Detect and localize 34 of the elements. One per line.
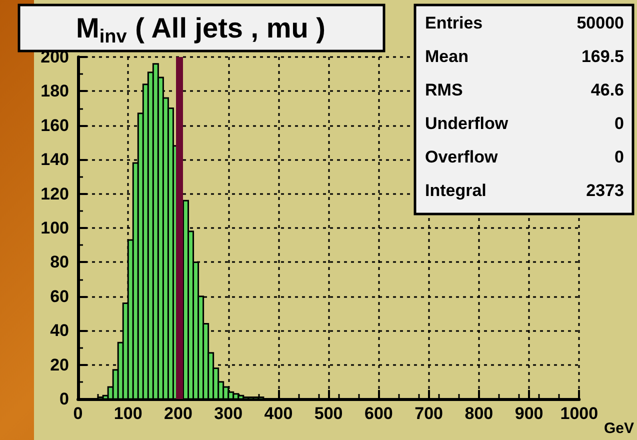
y-tick-label: 120 [40, 184, 69, 204]
text: 169.5 [581, 47, 624, 66]
y-tick-label: 140 [40, 150, 69, 170]
text: 50000 [576, 14, 624, 32]
y-tick-label: 80 [50, 252, 69, 272]
annotation: Mean [425, 47, 468, 66]
y-tick-label: 160 [40, 116, 69, 135]
x-tick-label: 1000 [560, 404, 598, 423]
x-tick-label: 100 [114, 404, 142, 423]
text: 2373 [586, 181, 624, 200]
x-tick-label: 0 [73, 404, 83, 423]
y-tick-label: 180 [40, 82, 69, 101]
x-tick-label: 400 [264, 404, 293, 423]
text: 0 [614, 148, 624, 166]
x-tick-label: 600 [364, 404, 393, 423]
annotation: RMS [425, 80, 463, 100]
y-tick-label: 0 [60, 390, 69, 408]
x-tick-label: 500 [314, 404, 343, 423]
x-tick-label: 300 [214, 404, 243, 423]
annotation: Integral [425, 181, 486, 200]
text: Entries [425, 14, 483, 32]
text: 46.6 [590, 80, 624, 100]
x-tick-label: 900 [514, 404, 544, 423]
x-tick-label: 200 [164, 404, 192, 423]
text: 0 [614, 114, 624, 133]
x-axis-title: GeV [604, 420, 634, 437]
y-tick-label: 40 [50, 321, 69, 340]
y-tick-label: 100 [40, 218, 69, 238]
x-tick-label: 700 [414, 404, 444, 423]
y-tick-label: 60 [50, 286, 69, 306]
annotation: Overflow [425, 148, 499, 166]
y-tick-label: 20 [50, 355, 69, 374]
x-tick-label: 800 [464, 404, 494, 423]
annotation: Underflow [425, 114, 509, 133]
